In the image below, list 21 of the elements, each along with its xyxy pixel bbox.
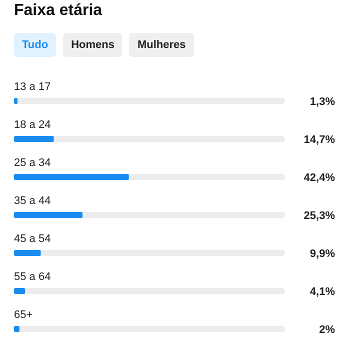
y-tick-label: 45 a 54 (14, 233, 51, 245)
data-label: 4,1% (310, 286, 336, 298)
filter-button: Tudo (14, 33, 56, 57)
y-tick-label: 18 a 24 (14, 119, 51, 131)
data-label: 14,7% (304, 134, 336, 146)
data-label: 2% (319, 324, 336, 336)
data-label: 1,3% (310, 96, 336, 108)
filter-button: Homens (63, 33, 122, 57)
data-label: 9,9% (310, 248, 336, 260)
filter-button: Mulheres (129, 33, 194, 57)
y-tick-label: 25 a 34 (14, 157, 51, 169)
data-label: 25,3% (304, 210, 336, 222)
y-tick-label: 55 a 64 (14, 271, 51, 283)
data-label: 42,4% (304, 172, 336, 184)
chart-title: Faixa etária (14, 2, 102, 20)
y-tick-label: 65+ (14, 309, 33, 321)
y-tick-label: 35 a 44 (14, 195, 51, 207)
y-tick-label: 13 a 17 (14, 81, 51, 93)
bar (14, 288, 26, 294)
bar (14, 136, 54, 142)
bar (14, 250, 41, 256)
